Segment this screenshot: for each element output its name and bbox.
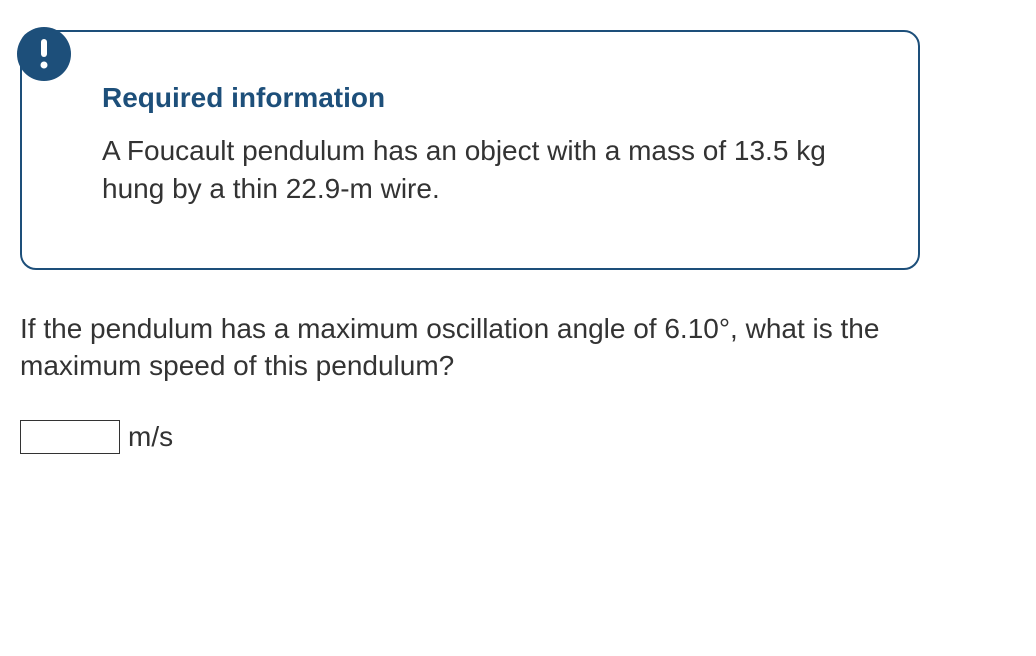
question-text: If the pendulum has a maximum oscillatio… xyxy=(20,310,960,386)
info-heading: Required information xyxy=(102,82,858,114)
unit-label: m/s xyxy=(128,421,173,453)
exclamation-icon xyxy=(17,27,71,81)
required-info-box: Required information A Foucault pendulum… xyxy=(20,30,920,270)
info-body-text: A Foucault pendulum has an object with a… xyxy=(102,132,858,208)
answer-input[interactable] xyxy=(20,420,120,454)
answer-row: m/s xyxy=(20,420,1016,454)
